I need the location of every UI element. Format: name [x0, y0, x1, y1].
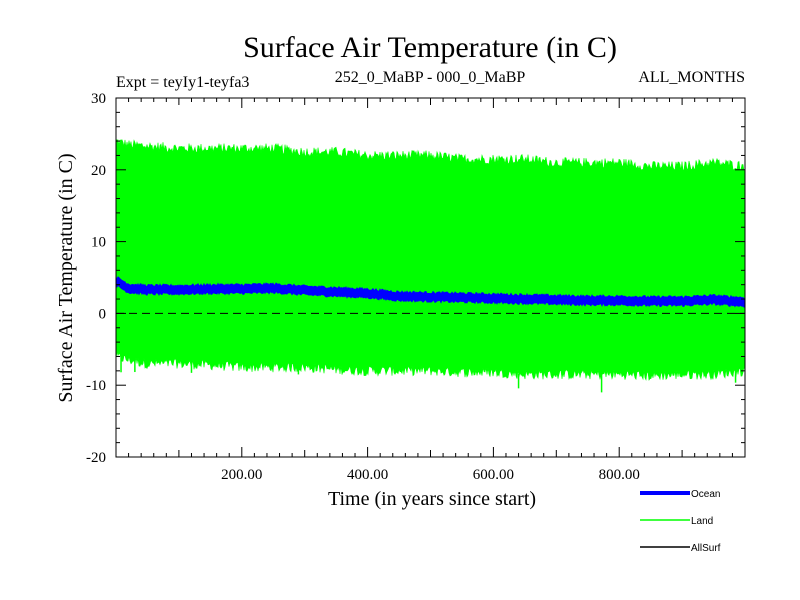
y-axis-label: Surface Air Temperature (in C) — [55, 153, 77, 402]
land-series-spikes — [120, 357, 737, 393]
subtitle-center: 252_0_MaBP - 000_0_MaBP — [335, 69, 526, 86]
y-tick-label: 30 — [91, 91, 106, 107]
y-tick-label: -10 — [86, 378, 106, 394]
x-axis-label: Time (in years since start) — [328, 488, 536, 510]
legend: Ocean Land AllSurf — [640, 489, 721, 554]
land-series-band — [115, 139, 746, 381]
x-tick-label: 600.00 — [473, 467, 514, 483]
y-tick-labels: -20 -10 0 10 20 30 — [86, 91, 106, 466]
legend-label-ocean: Ocean — [691, 489, 720, 500]
y-tick-label: 20 — [91, 163, 106, 179]
subtitle-left: Expt = teyIy1-teyfa3 — [116, 74, 249, 91]
y-tick-label: 10 — [91, 235, 106, 251]
axis-ticks — [116, 98, 745, 457]
chart-title: Surface Air Temperature (in C) — [243, 31, 617, 64]
x-tick-label: 200.00 — [221, 467, 262, 483]
x-tick-labels: 200.00 400.00 600.00 800.00 — [221, 467, 640, 483]
plot-area — [115, 139, 746, 393]
legend-label-land: Land — [691, 516, 713, 527]
subtitle-right: ALL_MONTHS — [638, 69, 745, 86]
x-tick-label: 400.00 — [347, 467, 388, 483]
legend-label-allsurf: AllSurf — [691, 543, 721, 554]
y-tick-label: -20 — [86, 450, 106, 466]
x-tick-label: 800.00 — [599, 467, 640, 483]
y-tick-label: 0 — [99, 306, 107, 322]
